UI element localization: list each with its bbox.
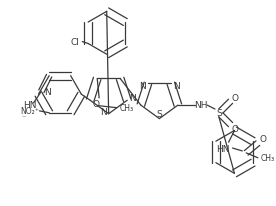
Text: N: N (100, 108, 107, 117)
Text: ⁻: ⁻ (22, 113, 26, 122)
Text: HN: HN (216, 144, 230, 153)
Text: HN: HN (23, 101, 36, 110)
Text: N: N (129, 93, 136, 102)
Text: O: O (259, 134, 266, 143)
Text: S: S (156, 110, 162, 119)
Text: O: O (232, 93, 239, 102)
Text: NH: NH (195, 100, 208, 109)
Text: N: N (139, 81, 145, 90)
Text: N: N (44, 87, 51, 96)
Text: CH₃: CH₃ (120, 104, 134, 113)
Text: Cl: Cl (70, 38, 79, 47)
Text: O: O (93, 100, 100, 109)
Text: CH₃: CH₃ (261, 153, 275, 163)
Text: S: S (216, 109, 222, 118)
Text: O: O (232, 124, 239, 133)
Text: NO₂⁺: NO₂⁺ (20, 107, 39, 116)
Text: N: N (173, 81, 180, 90)
